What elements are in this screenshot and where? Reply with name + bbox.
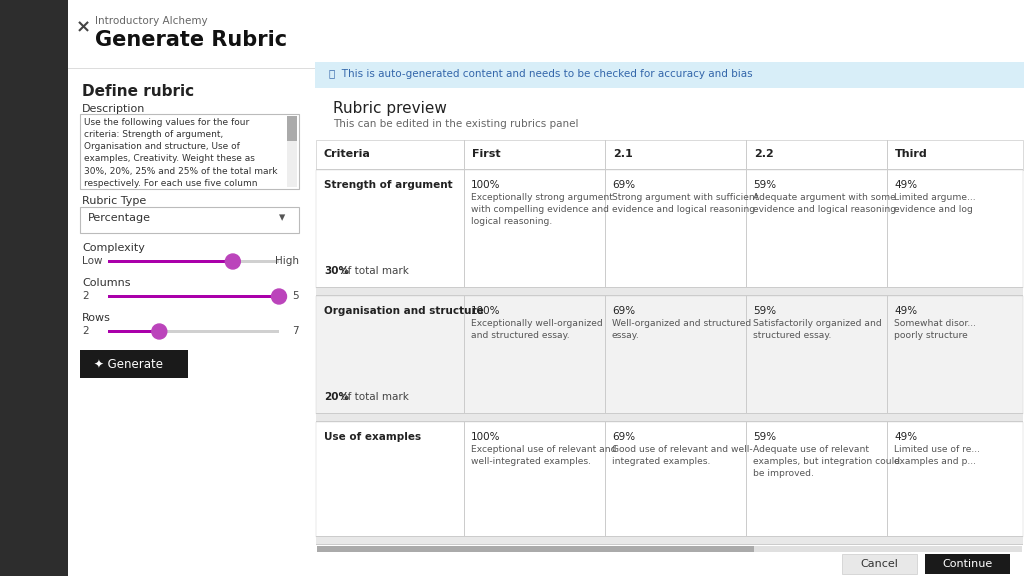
Text: 69%: 69% xyxy=(612,180,635,190)
Bar xyxy=(108,260,279,263)
Text: of total mark: of total mark xyxy=(338,266,410,276)
Text: Somewhat disor...
poorly structure: Somewhat disor... poorly structure xyxy=(894,319,976,340)
Bar xyxy=(108,295,279,298)
Circle shape xyxy=(225,254,241,269)
Bar xyxy=(108,330,279,333)
Bar xyxy=(0,0,68,576)
Text: 30%: 30% xyxy=(324,266,349,276)
Bar xyxy=(316,170,1023,288)
Text: 2.1: 2.1 xyxy=(613,149,633,159)
Text: Strong argument with sufficient
evidence and logical reasoning.: Strong argument with sufficient evidence… xyxy=(612,193,759,214)
Text: 2.2: 2.2 xyxy=(754,149,774,159)
Text: This can be edited in the existing rubrics panel: This can be edited in the existing rubri… xyxy=(333,119,579,129)
Bar xyxy=(316,169,1023,170)
Circle shape xyxy=(152,324,167,339)
Text: ✦ Generate: ✦ Generate xyxy=(94,358,163,371)
Text: Use the following values for the four
criteria: Strength of argument,
Organisati: Use the following values for the four cr… xyxy=(84,118,278,188)
Text: Generate Rubric: Generate Rubric xyxy=(95,30,287,50)
Bar xyxy=(108,330,160,333)
Bar xyxy=(315,0,1024,576)
Bar xyxy=(316,140,1023,170)
Text: Use of examples: Use of examples xyxy=(324,432,421,442)
Text: 59%: 59% xyxy=(753,180,776,190)
Text: Complexity: Complexity xyxy=(82,243,144,253)
Text: Define rubric: Define rubric xyxy=(82,84,195,99)
Bar xyxy=(316,537,1023,545)
Bar xyxy=(108,260,232,263)
Text: Limited use of re...
examples and p...: Limited use of re... examples and p... xyxy=(894,445,980,466)
Text: 59%: 59% xyxy=(753,432,776,442)
Text: Rubric preview: Rubric preview xyxy=(333,101,446,116)
Text: 49%: 49% xyxy=(894,180,918,190)
Bar xyxy=(315,62,1024,88)
Bar xyxy=(925,554,1010,574)
Text: Limited argume...
evidence and log: Limited argume... evidence and log xyxy=(894,193,976,214)
Text: 20%: 20% xyxy=(324,392,349,402)
Text: 2: 2 xyxy=(82,291,89,301)
Text: 2: 2 xyxy=(82,326,89,336)
Bar xyxy=(316,287,1023,288)
Text: Exceptional use of relevant and
well-integrated examples.: Exceptional use of relevant and well-int… xyxy=(471,445,616,466)
Text: Continue: Continue xyxy=(942,559,992,569)
Bar xyxy=(316,414,1023,422)
Text: Good use of relevant and well-
integrated examples.: Good use of relevant and well- integrate… xyxy=(612,445,753,466)
Text: ×: × xyxy=(76,18,91,36)
Text: Description: Description xyxy=(82,104,145,114)
Bar xyxy=(108,295,279,298)
Text: 7: 7 xyxy=(293,326,299,336)
Bar xyxy=(316,422,1023,537)
Text: 5: 5 xyxy=(293,291,299,301)
Text: Percentage: Percentage xyxy=(88,213,151,223)
Text: Exceptionally strong argument
with compelling evidence and
logical reasoning.: Exceptionally strong argument with compe… xyxy=(471,193,613,226)
Text: 59%: 59% xyxy=(753,306,776,316)
Bar xyxy=(316,413,1023,414)
Circle shape xyxy=(271,289,287,304)
Text: Exceptionally well-organized
and structured essay.: Exceptionally well-organized and structu… xyxy=(471,319,603,340)
Text: 100%: 100% xyxy=(471,180,501,190)
Text: Introductory Alchemy: Introductory Alchemy xyxy=(95,16,208,26)
Bar xyxy=(316,288,1023,296)
Text: Satisfactorily organized and
structured essay.: Satisfactorily organized and structured … xyxy=(753,319,882,340)
Text: Adequate argument with some
evidence and logical reasoning.: Adequate argument with some evidence and… xyxy=(753,193,899,214)
Text: High: High xyxy=(275,256,299,266)
Text: Criteria: Criteria xyxy=(324,149,371,159)
Text: Adequate use of relevant
examples, but integration could
be improved.: Adequate use of relevant examples, but i… xyxy=(753,445,900,478)
Text: 100%: 100% xyxy=(471,432,501,442)
Text: ⓘ  This is auto-generated content and needs to be checked for accuracy and bias: ⓘ This is auto-generated content and nee… xyxy=(329,69,753,79)
Text: Cancel: Cancel xyxy=(860,559,898,569)
Bar xyxy=(287,116,297,187)
Text: Low: Low xyxy=(82,256,102,266)
Bar xyxy=(316,295,1023,296)
Text: Third: Third xyxy=(895,149,928,159)
Bar xyxy=(80,114,299,189)
Text: 49%: 49% xyxy=(894,432,918,442)
Bar xyxy=(80,350,188,378)
Text: First: First xyxy=(472,149,501,159)
Text: of total mark: of total mark xyxy=(338,392,410,402)
Text: Rows: Rows xyxy=(82,313,111,323)
Bar xyxy=(316,296,1023,414)
Text: Columns: Columns xyxy=(82,278,130,288)
Text: 69%: 69% xyxy=(612,432,635,442)
Text: ▾: ▾ xyxy=(279,211,286,224)
Bar xyxy=(842,554,918,574)
Text: Strength of argument: Strength of argument xyxy=(324,180,453,190)
Bar xyxy=(68,68,315,69)
Bar xyxy=(68,0,315,576)
Text: Organisation and structure: Organisation and structure xyxy=(324,306,483,316)
Text: Rubric Type: Rubric Type xyxy=(82,196,146,206)
Text: 49%: 49% xyxy=(894,306,918,316)
Bar xyxy=(316,536,1023,537)
Text: Well-organized and structured
essay.: Well-organized and structured essay. xyxy=(612,319,752,340)
Text: 69%: 69% xyxy=(612,306,635,316)
Bar xyxy=(317,546,1022,552)
Bar xyxy=(316,544,1023,545)
Bar xyxy=(317,546,754,552)
Bar xyxy=(316,421,1023,422)
Bar xyxy=(287,116,297,141)
Bar xyxy=(80,207,299,233)
Text: 100%: 100% xyxy=(471,306,501,316)
